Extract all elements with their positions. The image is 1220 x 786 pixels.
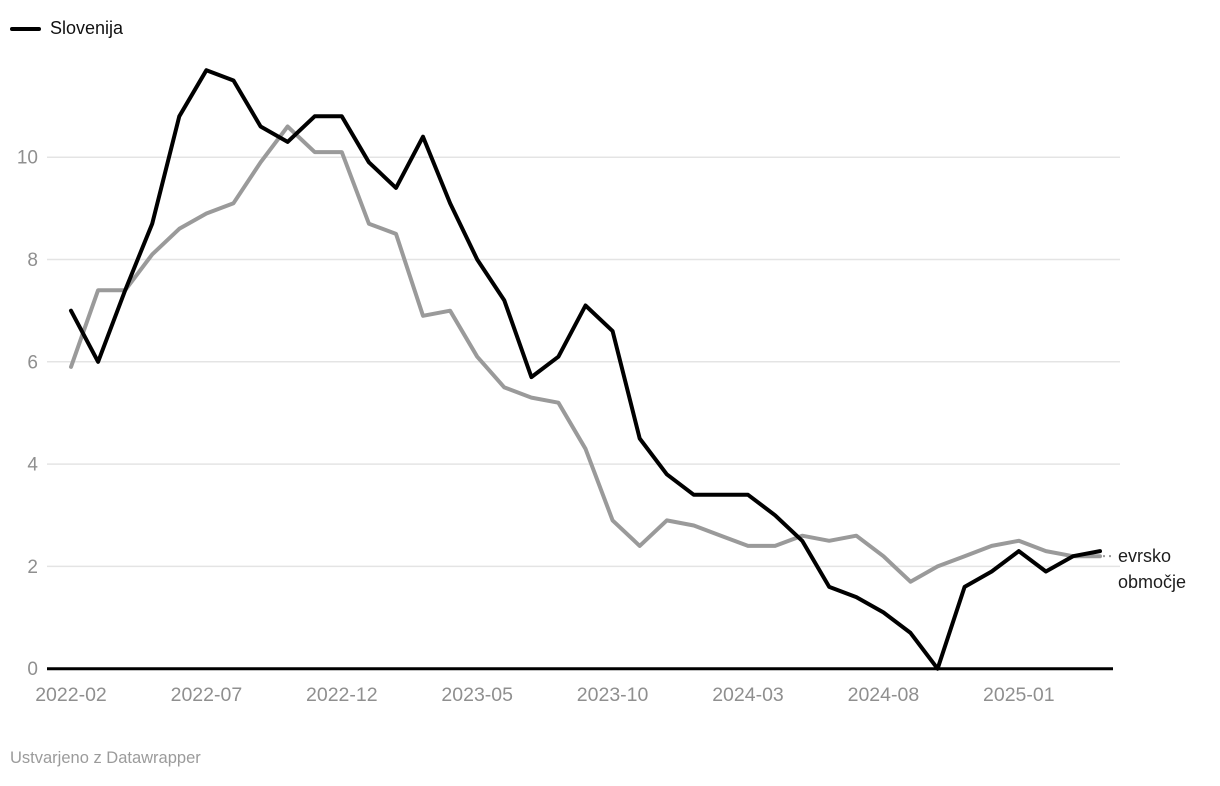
x-tick-label: 2023-05 — [441, 684, 513, 706]
slovenija-legend-swatch — [10, 26, 41, 31]
line-chart: 0 2 4 6 8 10 2022-02 2022-07 2022-12 2023-05 2023-… — [17, 68, 1120, 706]
y-tick-label: 2 — [27, 557, 38, 578]
x-tick-label: 2024-03 — [712, 684, 784, 706]
y-tick-label: 8 — [27, 250, 38, 271]
evrsko-obmocje-label-line2: območje — [1118, 572, 1187, 592]
evrsko-obmocje-label: evrsko območje — [1118, 543, 1186, 595]
y-tick-label: 6 — [27, 352, 38, 373]
x-tick-label: 2022-02 — [35, 684, 107, 706]
legend: Slovenija — [10, 18, 123, 39]
x-tick-label: 2024-08 — [848, 684, 920, 706]
slovenija-line — [69, 68, 1102, 671]
y-tick-label: 4 — [27, 455, 38, 476]
slovenija-legend-label: Slovenija — [50, 18, 124, 38]
x-tick-label: 2022-07 — [171, 684, 243, 706]
datawrapper-credit: Ustvarjeno z Datawrapper — [10, 749, 201, 767]
y-tick-label: 0 — [27, 659, 38, 680]
evrsko-obmocje-line — [69, 124, 1102, 584]
x-tick-label: 2023-10 — [577, 684, 649, 706]
y-tick-label: 10 — [17, 148, 38, 169]
evrsko-obmocje-label-line1: evrsko — [1118, 546, 1172, 566]
x-tick-label: 2025-01 — [983, 684, 1055, 706]
x-tick-label: 2022-12 — [306, 684, 378, 706]
